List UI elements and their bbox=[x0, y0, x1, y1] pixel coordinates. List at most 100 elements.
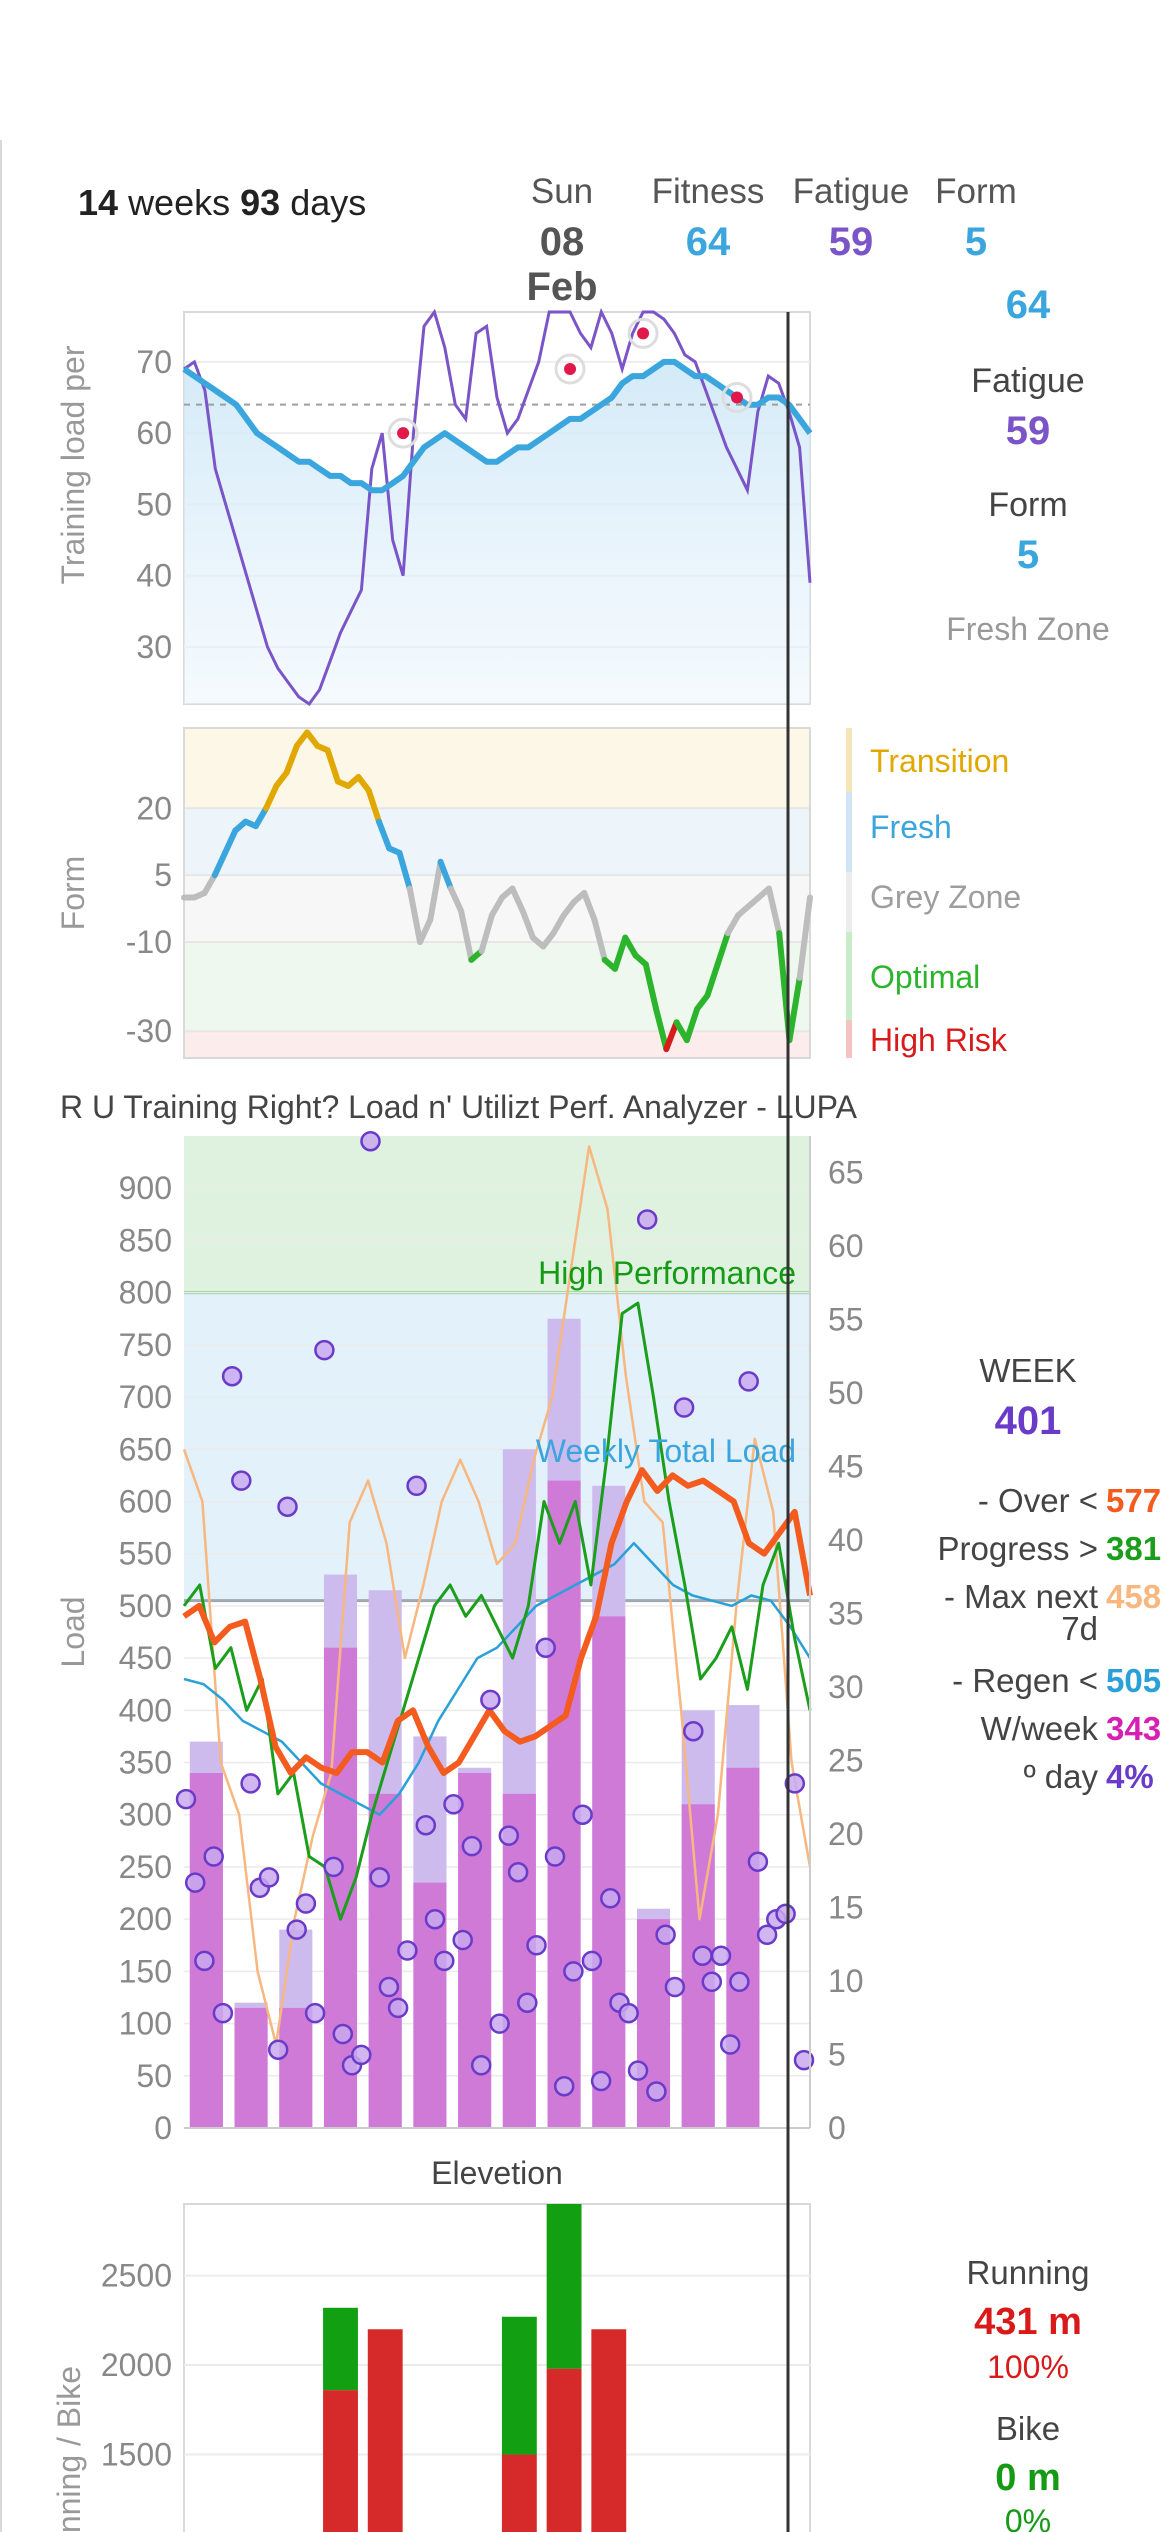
form-y-tick: -30 bbox=[126, 1013, 172, 1049]
wweek-bar bbox=[368, 1793, 402, 2128]
transition-legend-bar bbox=[846, 728, 852, 792]
over-value: 577 bbox=[1106, 1482, 1161, 1519]
daily-load-point bbox=[184, 1872, 206, 1893]
daily-load-point bbox=[498, 1825, 520, 1846]
peak-marker-ring bbox=[554, 353, 586, 385]
lupa-legend: WEEK 401 - Over < 577 Progress > 381 - M… bbox=[938, 1352, 1162, 1795]
form-column: Form 5 bbox=[928, 172, 1024, 265]
training-y-tick: 70 bbox=[136, 344, 172, 380]
daily-load-point bbox=[480, 1689, 501, 1711]
fitness-line bbox=[182, 358, 813, 494]
running-bar bbox=[323, 2390, 358, 2532]
optimal-zone-label: Optimal bbox=[870, 959, 980, 995]
summary-header: 14 weeks 93 days Sun 08 Feb Fitness 64 F… bbox=[0, 140, 1170, 310]
lupa-y-tick: 50 bbox=[136, 2058, 172, 2094]
elevation-plot-frame bbox=[183, 2203, 811, 2532]
daily-load-point bbox=[701, 1971, 723, 1993]
training-load-chart: 70 60 50 40 30 Training load per bbox=[55, 307, 813, 707]
lupa-y-tick: 200 bbox=[119, 1901, 172, 1937]
period-summary: 14 weeks 93 days bbox=[78, 182, 366, 224]
lupa-y2-tick: 15 bbox=[828, 1890, 864, 1926]
running-label: Running bbox=[967, 2254, 1090, 2291]
elevation-bars bbox=[323, 2204, 627, 2532]
peak-marker bbox=[564, 363, 577, 376]
daily-load-point bbox=[415, 1814, 437, 1836]
daily-load-point bbox=[673, 1397, 695, 1418]
daily-load-point bbox=[738, 1371, 759, 1392]
running-value: 431 m bbox=[974, 2301, 1082, 2343]
daily-load-point bbox=[646, 2081, 667, 2102]
lupa-chart-title: R U Training Right? Load n' Utilizt Perf… bbox=[60, 1089, 858, 1125]
form-label: Form bbox=[935, 172, 1017, 211]
over-label: - Over < bbox=[978, 1482, 1098, 1519]
form-zone-label: Fresh Zone bbox=[946, 611, 1110, 647]
elevation-y-ticks: 2500 2000 1500 1000 bbox=[101, 2258, 172, 2532]
max-next-value: 458 bbox=[1106, 1578, 1161, 1615]
running-bar bbox=[591, 2329, 627, 2532]
date-column: Sun 08 Feb bbox=[512, 172, 612, 310]
wweek-bar bbox=[681, 1804, 715, 2128]
wweek-bar bbox=[279, 2007, 313, 2128]
lupa-y2-tick: 0 bbox=[828, 2110, 846, 2146]
daily-load-point bbox=[600, 1888, 621, 1909]
wweek-bar bbox=[502, 1793, 536, 2128]
wweek-bar bbox=[189, 1772, 223, 2128]
lupa-y2-tick: 10 bbox=[828, 1963, 864, 1999]
elevation-y-tick: 2500 bbox=[101, 2258, 172, 2294]
elevation-y-tick: 2000 bbox=[101, 2347, 172, 2383]
daily-load-point bbox=[378, 1976, 400, 1998]
form-zone-band bbox=[184, 942, 810, 1032]
form-line-segment bbox=[324, 747, 341, 785]
max-next-label-line2: 7d bbox=[1061, 1610, 1098, 1647]
daily-load-point bbox=[683, 1720, 704, 1742]
daily-load-point bbox=[710, 1945, 732, 1966]
progress-label: Progress > bbox=[938, 1530, 1099, 1567]
day-percent-label: º day bbox=[1024, 1758, 1099, 1795]
lupa-y-tick: 450 bbox=[119, 1640, 172, 1676]
max-next-label: - Max next bbox=[944, 1578, 1098, 1615]
daily-load-point bbox=[304, 2002, 326, 2024]
fitness-label: Fitness bbox=[651, 172, 765, 211]
lupa-y-tick: 400 bbox=[119, 1692, 172, 1728]
form-line-segment bbox=[581, 890, 598, 923]
form-zone-band bbox=[184, 1031, 810, 1058]
daily-load-point bbox=[397, 1940, 418, 1961]
form-line-segment bbox=[427, 858, 444, 923]
daily-load-point bbox=[231, 1470, 252, 1491]
training-y-tick: 30 bbox=[136, 629, 172, 665]
regen-label: - Regen < bbox=[952, 1662, 1098, 1699]
lupa-y-ticks: 9008508007507006506005505004504003503002… bbox=[119, 1170, 172, 2146]
elevation-chart-title: Elevetion bbox=[431, 2155, 563, 2191]
form-line-segment bbox=[714, 930, 731, 968]
lupa-line-max-next-7d bbox=[182, 1145, 812, 2046]
form-zone-band bbox=[184, 808, 810, 876]
form-line-segment bbox=[642, 961, 660, 1012]
training-y-ticks: 70 60 50 40 30 bbox=[136, 344, 172, 665]
daily-load-point bbox=[314, 1339, 335, 1361]
daily-load-point bbox=[295, 1893, 317, 1914]
lupa-y-axis-label: Load bbox=[55, 1596, 91, 1667]
daily-load-point bbox=[627, 2060, 649, 2081]
daily-load-point bbox=[221, 1365, 243, 1387]
lupa-y-tick: 800 bbox=[119, 1275, 172, 1311]
daily-load-point bbox=[784, 1773, 806, 1794]
lupa-y-tick: 850 bbox=[119, 1222, 172, 1258]
wweek-bar bbox=[726, 1767, 760, 2128]
daily-load-point bbox=[323, 1856, 344, 1878]
form-chart: 20 5 -10 -30 Form Transition Fresh Grey Zon… bbox=[55, 727, 1021, 1059]
lupa-line-over bbox=[182, 1467, 813, 1776]
form-plot-frame bbox=[183, 727, 811, 1059]
panel-form-value: 5 bbox=[1017, 533, 1039, 577]
form-line-segment bbox=[550, 912, 567, 937]
daily-load-point bbox=[332, 2023, 354, 2045]
running-bar bbox=[546, 2368, 582, 2532]
peak-marker-ring bbox=[387, 417, 419, 449]
lupa-y-tick: 600 bbox=[119, 1483, 172, 1519]
daily-load-point bbox=[581, 1950, 603, 1972]
form-line-segment bbox=[519, 907, 536, 941]
panel-fatigue-value: 59 bbox=[1006, 409, 1051, 453]
lupa-y2-tick: 55 bbox=[828, 1302, 864, 1338]
bike-bar bbox=[501, 2316, 537, 2455]
days-label: days bbox=[290, 182, 367, 223]
week-value: 401 bbox=[995, 1399, 1062, 1443]
